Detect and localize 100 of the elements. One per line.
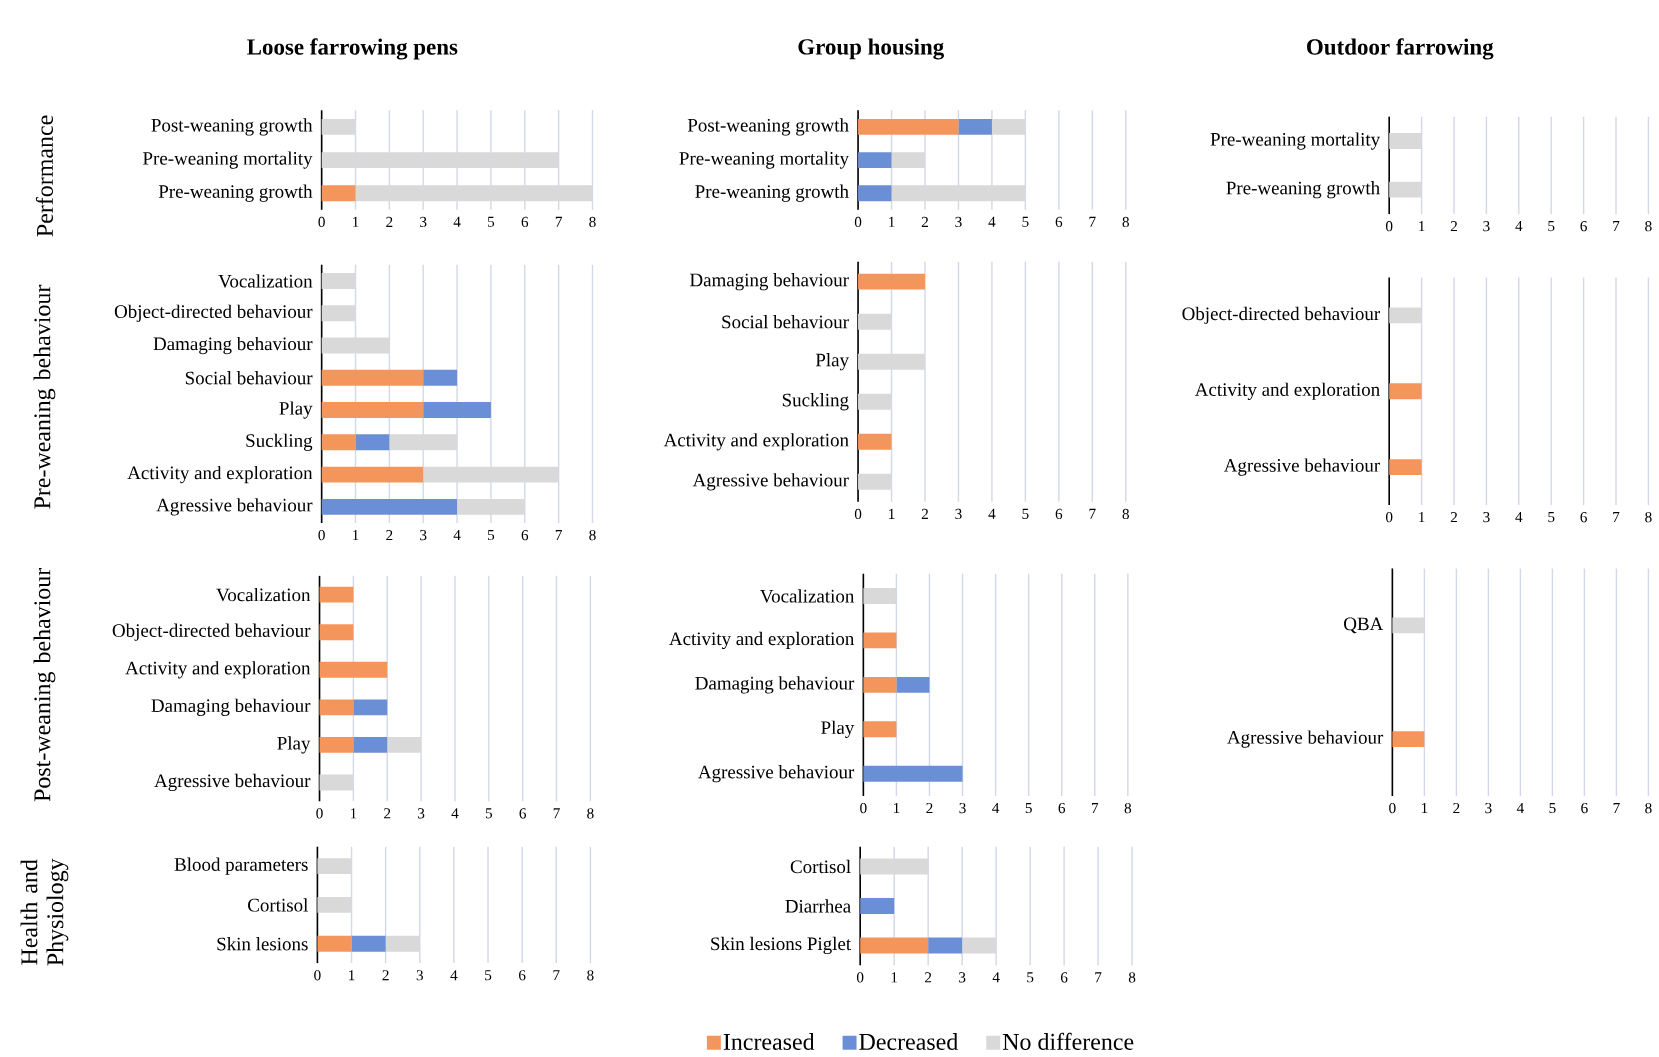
bar xyxy=(317,858,352,875)
bar xyxy=(928,937,963,954)
x-tick-label: 1 xyxy=(889,217,895,228)
x-tick-label: 4 xyxy=(988,217,996,228)
y-tick-label: Agressive behaviour xyxy=(1223,458,1380,476)
x-tick-label: 6 xyxy=(1580,221,1587,232)
x-tick-label: 6 xyxy=(1055,217,1063,228)
x-tick-label: 8 xyxy=(589,530,596,541)
bar xyxy=(355,434,390,451)
bar xyxy=(319,662,388,678)
bar xyxy=(423,370,458,386)
y-tick-label: Object-directed behaviour xyxy=(1182,307,1381,325)
bar xyxy=(891,152,925,169)
bar xyxy=(319,737,354,754)
y-tick-label: Damaging behaviour xyxy=(153,337,313,355)
x-tick-label: 5 xyxy=(1022,509,1029,520)
x-tick-label: 0 xyxy=(856,972,864,983)
bar xyxy=(896,677,930,693)
x-tick-label: 5 xyxy=(1548,221,1555,232)
y-axis-title: Performance xyxy=(35,115,53,237)
bar xyxy=(863,721,897,738)
bar xyxy=(387,737,422,754)
x-tick-label: 5 xyxy=(1025,803,1032,814)
x-tick-label: 3 xyxy=(1483,512,1490,523)
y-axis-title: Post-weaning behaviour xyxy=(33,568,56,802)
x-tick-label: 0 xyxy=(854,509,862,520)
x-tick-label: 6 xyxy=(1058,803,1066,814)
y-tick-label: Agressive behaviour xyxy=(154,774,311,792)
x-tick-label: 7 xyxy=(553,808,560,819)
y-axis-title: Pre-weaning behaviour xyxy=(33,285,56,509)
x-tick-label: 2 xyxy=(1450,512,1457,523)
x-tick-label: 8 xyxy=(587,970,594,981)
x-tick-label: 5 xyxy=(1548,512,1555,523)
bar xyxy=(385,935,420,952)
x-tick-label: 6 xyxy=(1055,509,1063,520)
bar xyxy=(319,774,354,791)
x-tick-label: 7 xyxy=(1613,221,1620,232)
x-tick-label: 2 xyxy=(386,530,393,541)
y-tick-label: Damaging behaviour xyxy=(689,273,849,291)
x-tick-label: 3 xyxy=(955,217,962,228)
bar xyxy=(321,370,424,386)
y-tick-label: Pre-weaning growth xyxy=(695,184,849,203)
y-tick-label: Activity and exploration xyxy=(669,631,855,650)
y-tick-label: Skin lesions xyxy=(217,937,308,951)
x-tick-label: 7 xyxy=(1613,803,1620,814)
bar xyxy=(321,499,458,515)
x-tick-label: 8 xyxy=(1128,972,1136,983)
x-tick-label: 4 xyxy=(450,970,458,981)
y-tick-label: Social behaviour xyxy=(722,315,849,329)
bar xyxy=(321,152,559,169)
y-tick-label: Play xyxy=(279,401,313,419)
x-tick-label: 0 xyxy=(316,808,323,819)
x-tick-label: 8 xyxy=(1645,512,1652,523)
y-tick-label: Activity and exploration xyxy=(127,466,313,484)
x-tick-label: 4 xyxy=(1515,221,1523,232)
y-tick-label: Suckling xyxy=(246,433,313,452)
y-tick-label: Damaging behaviour xyxy=(151,698,311,717)
y-tick-label: Pre-weaning mortality xyxy=(679,151,849,169)
x-tick-label: 0 xyxy=(1385,512,1393,523)
y-tick-label: Agressive behaviour xyxy=(698,765,855,783)
chart-title: Loose farrowing pens xyxy=(247,38,458,60)
x-tick-label: 8 xyxy=(1122,217,1129,228)
x-tick-label: 6 xyxy=(521,530,529,541)
y-tick-label: Suckling xyxy=(782,393,849,411)
bar xyxy=(457,499,525,515)
x-tick-label: 3 xyxy=(1483,221,1490,232)
x-tick-label: 2 xyxy=(386,217,393,228)
x-tick-label: 0 xyxy=(318,217,325,228)
y-tick-label: Activity and exploration xyxy=(125,661,311,679)
x-tick-label: 1 xyxy=(889,509,895,520)
bar xyxy=(321,185,356,202)
x-tick-label: 1 xyxy=(1421,803,1428,814)
y-tick-label: Damaging behaviour xyxy=(695,676,855,694)
x-tick-label: 7 xyxy=(1089,509,1096,519)
bar xyxy=(860,937,929,954)
chart-title: Group housing xyxy=(798,38,944,60)
y-tick-label: Diarrhea xyxy=(785,899,851,913)
y-tick-label: Agressive behaviour xyxy=(1227,730,1384,748)
x-tick-label: 8 xyxy=(589,217,596,228)
bar xyxy=(317,897,352,914)
x-tick-label: 3 xyxy=(959,803,966,814)
bar xyxy=(858,185,892,202)
y-tick-label: Object-directed behaviour xyxy=(114,304,313,323)
bar xyxy=(891,185,1026,202)
x-tick-label: 4 xyxy=(1516,803,1524,814)
x-tick-label: 3 xyxy=(416,970,423,981)
x-tick-label: 0 xyxy=(1389,803,1396,814)
y-tick-label: Agressive behaviour xyxy=(692,473,849,491)
bar xyxy=(958,119,992,136)
x-tick-label: 2 xyxy=(925,972,932,983)
bar xyxy=(321,305,356,322)
x-tick-label: 4 xyxy=(1515,512,1523,523)
bar xyxy=(351,935,386,952)
bar xyxy=(321,273,356,290)
x-tick-label: 1 xyxy=(1419,512,1425,523)
x-tick-label: 4 xyxy=(453,217,461,228)
y-tick-label: Social behaviour xyxy=(185,371,313,385)
x-tick-label: 4 xyxy=(992,972,1000,983)
x-tick-label: 0 xyxy=(860,803,867,814)
x-tick-label: 0 xyxy=(1385,221,1393,232)
